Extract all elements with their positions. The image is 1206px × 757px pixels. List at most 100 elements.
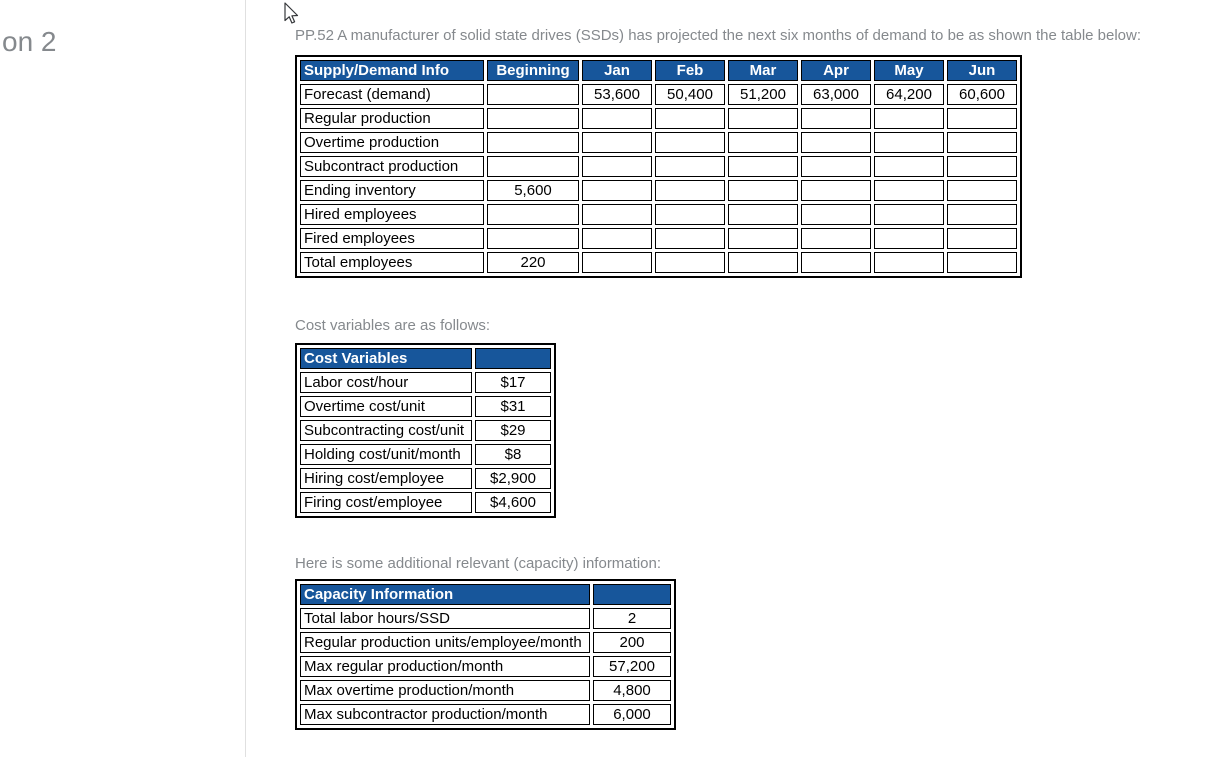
cost-variables-title-cell: Cost Variables [300,348,472,369]
data-cell [874,252,944,273]
data-cell [655,132,725,153]
cost-intro-text: Cost variables are as follows: [295,317,491,334]
row-label: Overtime cost/unit [300,396,472,417]
supply-demand-header-row: Supply/Demand Info Beginning Jan Feb Mar Apr M… [300,60,1017,81]
data-cell [655,108,725,129]
row-label: Hiring cost/employee [300,468,472,489]
cost-variables-header-row: Cost Variables [300,348,551,369]
data-cell: 51,200 [728,84,798,105]
row-label: Holding cost/unit/month [300,444,472,465]
value-cell: 200 [593,632,671,653]
table-row: Subcontracting cost/unit $29 [300,420,551,441]
row-label: Max overtime production/month [300,680,590,701]
data-cell: 53,600 [582,84,652,105]
table-row: Overtime production [300,132,1017,153]
data-cell [728,204,798,225]
mouse-cursor-icon [284,2,299,24]
table-row: Holding cost/unit/month $8 [300,444,551,465]
data-cell [487,204,579,225]
data-cell [655,204,725,225]
capacity-information-blank-header-cell [593,584,671,605]
row-label: Total labor hours/SSD [300,608,590,629]
table-row: Regular production [300,108,1017,129]
value-cell: $2,900 [475,468,551,489]
data-cell [801,108,871,129]
data-cell [947,204,1017,225]
data-cell [582,228,652,249]
row-label: Forecast (demand) [300,84,484,105]
row-label: Regular production units/employee/month [300,632,590,653]
data-cell [582,252,652,273]
data-cell: 5,600 [487,180,579,201]
column-header: Feb [655,60,725,81]
column-header: Supply/Demand Info [300,60,484,81]
left-pane-partial-title: on 2 [2,26,57,57]
table-row: Max subcontractor production/month 6,000 [300,704,671,725]
table-row: Max overtime production/month 4,800 [300,680,671,701]
data-cell [582,180,652,201]
data-cell [947,252,1017,273]
data-cell: 50,400 [655,84,725,105]
data-cell [874,156,944,177]
capacity-information-header-row: Capacity Information [300,584,671,605]
data-cell [801,228,871,249]
data-cell [728,252,798,273]
row-label: Subcontract production [300,156,484,177]
column-header: May [874,60,944,81]
table-row: Firing cost/employee $4,600 [300,492,551,513]
data-cell [874,204,944,225]
row-label: Firing cost/employee [300,492,472,513]
column-header: Jun [947,60,1017,81]
table-row: Subcontract production [300,156,1017,177]
data-cell: 220 [487,252,579,273]
data-cell [655,180,725,201]
row-label: Fired employees [300,228,484,249]
value-cell: 57,200 [593,656,671,677]
data-cell: 64,200 [874,84,944,105]
row-label: Regular production [300,108,484,129]
row-label: Ending inventory [300,180,484,201]
row-label: Total employees [300,252,484,273]
table-row: Hiring cost/employee $2,900 [300,468,551,489]
data-cell [655,228,725,249]
data-cell [801,252,871,273]
data-cell [582,156,652,177]
data-cell [728,228,798,249]
table-row: Hired employees [300,204,1017,225]
column-header: Jan [582,60,652,81]
data-cell [582,204,652,225]
data-cell [801,180,871,201]
row-label: Max regular production/month [300,656,590,677]
data-cell [947,132,1017,153]
table-row: Total employees 220 [300,252,1017,273]
data-cell [487,228,579,249]
data-cell [801,156,871,177]
cost-variables-blank-header-cell [475,348,551,369]
data-cell [487,156,579,177]
data-cell [487,132,579,153]
row-label: Hired employees [300,204,484,225]
value-cell: $4,600 [475,492,551,513]
value-cell: 6,000 [593,704,671,725]
data-cell [874,228,944,249]
table-row: Max regular production/month 57,200 [300,656,671,677]
value-cell: $17 [475,372,551,393]
problem-statement: PP.52 A manufacturer of solid state driv… [295,27,1142,44]
capacity-information-title-cell: Capacity Information [300,584,590,605]
data-cell: 60,600 [947,84,1017,105]
pane-divider [245,0,246,757]
data-cell [801,132,871,153]
data-cell [487,84,579,105]
table-row: Ending inventory 5,600 [300,180,1017,201]
data-cell [874,132,944,153]
table-row: Regular production units/employee/month 2… [300,632,671,653]
column-header: Apr [801,60,871,81]
data-cell [801,204,871,225]
column-header: Mar [728,60,798,81]
column-header: Beginning [487,60,579,81]
data-cell [947,180,1017,201]
data-cell [655,252,725,273]
capacity-intro-text: Here is some additional relevant (capaci… [295,555,661,572]
